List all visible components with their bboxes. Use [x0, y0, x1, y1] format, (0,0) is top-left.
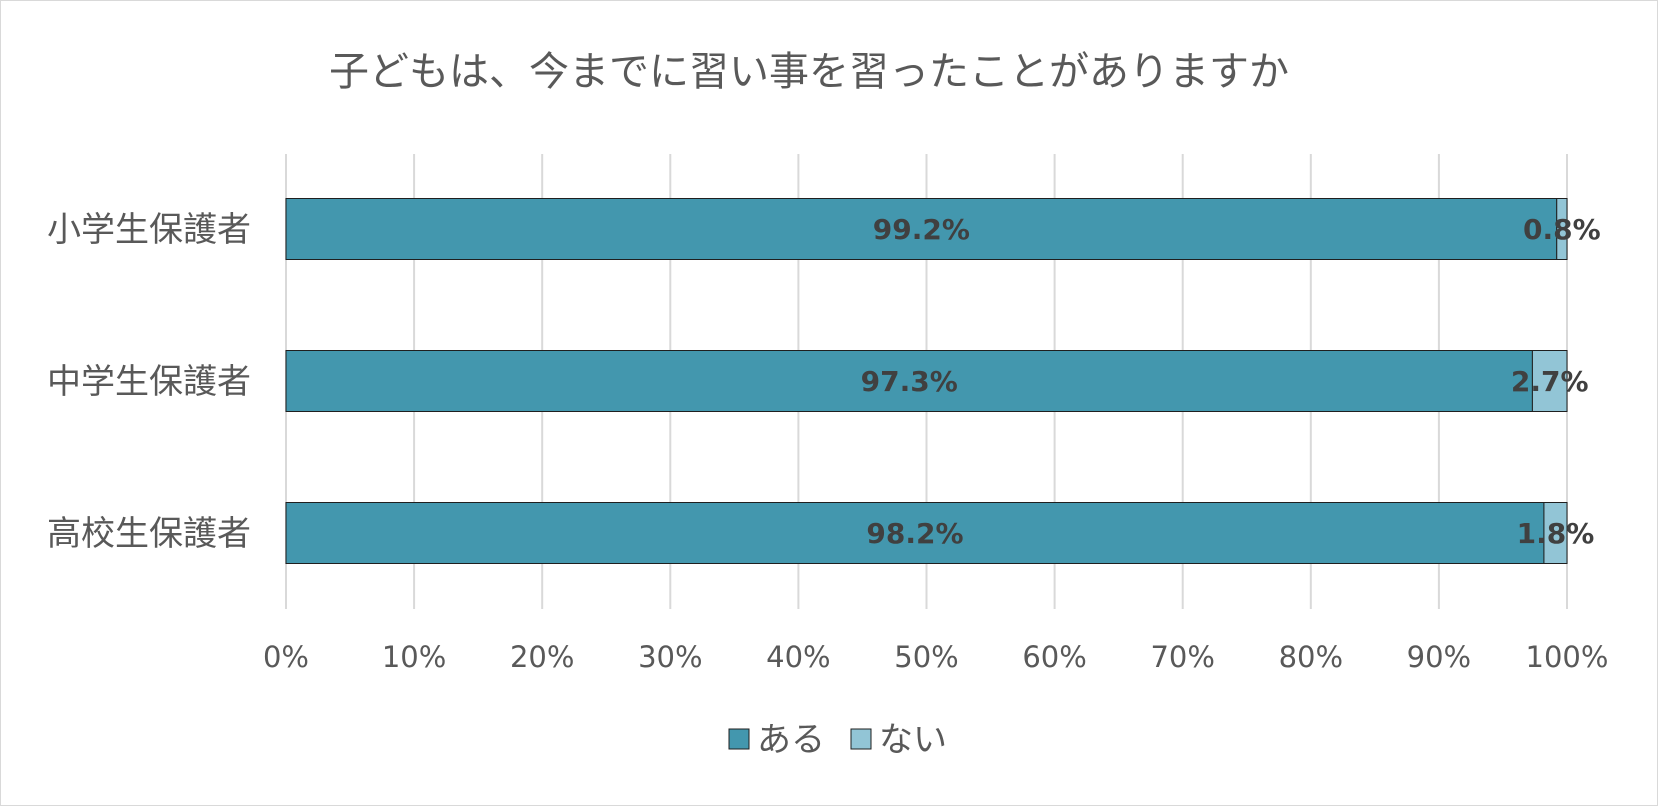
legend: ある ない [728, 720, 947, 760]
category-label: 中学生保護者 [47, 362, 251, 402]
legend-swatch-nai [850, 728, 872, 750]
x-tick-label: 80% [1279, 640, 1343, 674]
bar-nai [1556, 198, 1568, 260]
data-label: 1.8% [1517, 517, 1595, 550]
x-tick-label: 0% [263, 640, 309, 674]
x-tick-label: 30% [638, 640, 702, 674]
category-label: 高校生保護者 [47, 514, 251, 554]
bar-nai [1543, 502, 1568, 564]
x-tick-label: 20% [510, 640, 574, 674]
x-tick-label: 10% [382, 640, 446, 674]
data-label: 0.8% [1523, 213, 1601, 246]
chart-title: 子どもは、今までに習い事を習ったことがありますか [329, 49, 1289, 95]
x-tick-label: 40% [766, 640, 830, 674]
bars [285, 198, 1568, 564]
data-label: 98.2% [866, 517, 963, 550]
data-label: 99.2% [873, 213, 970, 246]
bar-aru [285, 502, 1545, 564]
bar-aru [285, 350, 1533, 412]
bar-aru [285, 198, 1558, 260]
x-tick-label: 60% [1022, 640, 1086, 674]
legend-label-nai: ない [879, 720, 947, 760]
bar-nai [1531, 350, 1568, 412]
data-label: 97.3% [861, 365, 958, 398]
legend-label-aru: ある [757, 720, 825, 760]
x-tick-label: 70% [1150, 640, 1214, 674]
x-tick-label: 90% [1407, 640, 1471, 674]
x-tick-label: 100% [1526, 640, 1609, 674]
x-tick-label: 50% [894, 640, 958, 674]
category-label: 小学生保護者 [47, 210, 251, 250]
data-label: 2.7% [1511, 365, 1589, 398]
legend-swatch-aru [728, 728, 750, 750]
labels: 0% 10% 20% 30% 40% 50% 60% 70% 80% 90% 100% 小学生保護者 9… [47, 210, 1608, 674]
